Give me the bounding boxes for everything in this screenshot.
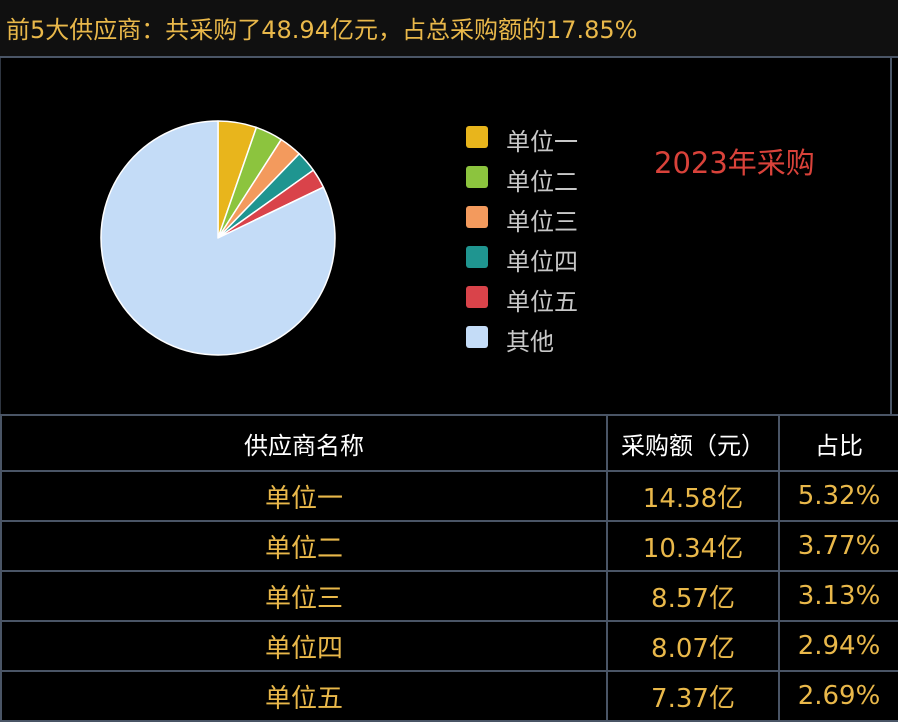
legend-swatch xyxy=(466,286,488,308)
cell-share: 2.69% xyxy=(778,670,898,722)
cell-supplier: 单位四 xyxy=(0,620,608,672)
table-row: 单位二 10.34亿 3.77% xyxy=(0,520,898,572)
cell-supplier: 单位三 xyxy=(0,570,608,622)
legend-swatch xyxy=(466,126,488,148)
header-share: 占比 xyxy=(778,414,898,472)
chart-title: 2023年采购 xyxy=(654,146,815,180)
cell-amount: 10.34亿 xyxy=(606,520,780,572)
cell-amount: 8.07亿 xyxy=(606,620,780,672)
cell-share: 5.32% xyxy=(778,470,898,522)
chart-border-right xyxy=(890,58,892,414)
legend-label: 单位四 xyxy=(506,248,578,276)
table-header-row: 供应商名称 采购额（元） 占比 xyxy=(0,414,898,472)
cell-supplier: 单位二 xyxy=(0,520,608,572)
legend-swatch xyxy=(466,166,488,188)
cell-share: 3.13% xyxy=(778,570,898,622)
table-row: 单位四 8.07亿 2.94% xyxy=(0,620,898,672)
header-supplier-name: 供应商名称 xyxy=(0,414,608,472)
cell-amount: 8.57亿 xyxy=(606,570,780,622)
legend-label: 单位三 xyxy=(506,208,578,236)
legend-swatch xyxy=(466,246,488,268)
legend-label: 单位二 xyxy=(506,168,578,196)
pie-chart xyxy=(100,120,336,356)
supplier-table: 供应商名称 采购额（元） 占比 单位一 14.58亿 5.32% 单位二 10.… xyxy=(0,414,898,722)
chart-border-left xyxy=(0,58,1,414)
pie-slice-other xyxy=(100,120,336,356)
header-purchase-amount: 采购额（元） xyxy=(606,414,780,472)
table-row: 单位五 7.37亿 2.69% xyxy=(0,670,898,722)
cell-supplier: 单位一 xyxy=(0,470,608,522)
cell-share: 2.94% xyxy=(778,620,898,672)
legend-label: 其他 xyxy=(506,328,554,356)
legend-label: 单位一 xyxy=(506,128,578,156)
cell-share: 3.77% xyxy=(778,520,898,572)
table-row: 单位一 14.58亿 5.32% xyxy=(0,470,898,522)
cell-amount: 7.37亿 xyxy=(606,670,780,722)
header-bar: 前5大供应商：共采购了48.94亿元，占总采购额的17.85% xyxy=(0,0,898,58)
table-row: 单位三 8.57亿 3.13% xyxy=(0,570,898,622)
legend-swatch xyxy=(466,206,488,228)
cell-supplier: 单位五 xyxy=(0,670,608,722)
legend-label: 单位五 xyxy=(506,288,578,316)
legend-swatch xyxy=(466,326,488,348)
cell-amount: 14.58亿 xyxy=(606,470,780,522)
summary-title: 前5大供应商：共采购了48.94亿元，占总采购额的17.85% xyxy=(6,16,638,44)
